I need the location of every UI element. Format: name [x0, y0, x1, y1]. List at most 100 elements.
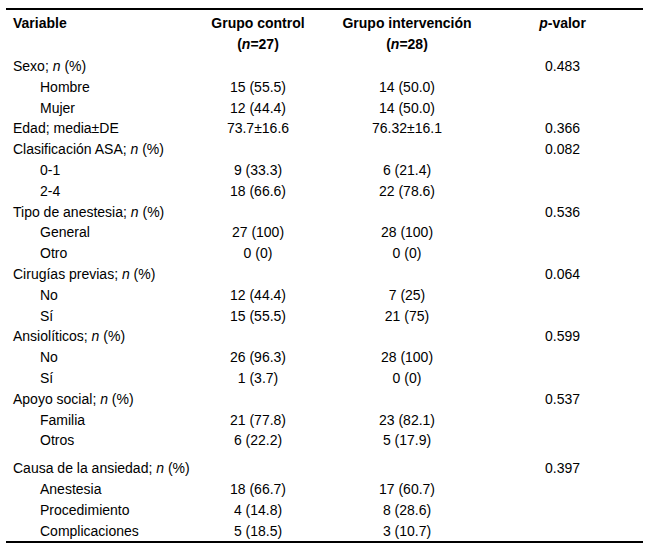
text: Ansiolíticos;: [13, 328, 92, 344]
text: Causa de la ansiedad;: [13, 460, 156, 476]
table-row: Edad; media±DE73.7±16.676.32±16.10.366: [6, 118, 643, 139]
control-cell: 5 (18.5): [184, 521, 332, 543]
intervention-cell: 28 (100): [332, 347, 482, 368]
paper-page: VariableGrupo control(n=27)Grupo interve…: [0, 0, 659, 543]
table-header: VariableGrupo control(n=27)Grupo interve…: [6, 9, 643, 56]
intervention-cell: [332, 264, 482, 285]
table-row: Clasificación ASA; n (%)0.082: [6, 139, 643, 160]
variable-cell: Apoyo social; n (%): [6, 389, 184, 410]
table-row: Anestesia18 (66.7)17 (60.7): [6, 479, 643, 500]
text: Otros: [40, 432, 74, 448]
intervention-cell: 0 (0): [332, 243, 482, 264]
text: Otro: [40, 245, 67, 261]
column-header-label: p-valor: [482, 13, 643, 34]
intervention-cell: 76.32±16.1: [332, 118, 482, 139]
header-row: VariableGrupo control(n=27)Grupo interve…: [6, 9, 643, 56]
control-cell: [184, 56, 332, 77]
text: Procedimiento: [40, 502, 130, 518]
pvalue-cell: [482, 410, 643, 431]
table-row: 2-418 (66.6)22 (78.6): [6, 181, 643, 202]
control-cell: 12 (44.4): [184, 98, 332, 119]
text: (%): [108, 391, 134, 407]
text: =27): [250, 36, 278, 52]
control-cell: [184, 139, 332, 160]
table-row: Sí1 (3.7)0 (0): [6, 368, 643, 389]
table-row: Tipo de anestesia; n (%)0.536: [6, 202, 643, 223]
control-cell: 0 (0): [184, 243, 332, 264]
pvalue-cell: 0.064: [482, 264, 643, 285]
variable-cell: Cirugías previas; n (%): [6, 264, 184, 285]
table-row: Hombre15 (55.5)14 (50.0): [6, 77, 643, 98]
pvalue-cell: [482, 243, 643, 264]
table-row: Ansiolíticos; n (%)0.599: [6, 326, 643, 347]
text: Cirugías previas;: [13, 266, 122, 282]
pvalue-cell: [482, 181, 643, 202]
intervention-cell: [332, 56, 482, 77]
text: Grupo intervención: [342, 15, 471, 31]
variable-subitem-cell: 2-4: [6, 181, 184, 202]
control-cell: [184, 389, 332, 410]
table-row: Familia21 (77.8)23 (82.1): [6, 410, 643, 431]
variable-subitem-cell: Sí: [6, 306, 184, 327]
intervention-cell: [332, 326, 482, 347]
column-header-n: (n=28): [332, 34, 482, 55]
pvalue-cell: [482, 500, 643, 521]
control-cell: 18 (66.6): [184, 181, 332, 202]
column-header-intervention: Grupo intervención (n=28): [332, 9, 482, 56]
text: Edad; media±DE: [13, 120, 119, 136]
control-cell: 9 (33.3): [184, 160, 332, 181]
text: =28): [399, 36, 427, 52]
intervention-cell: [332, 202, 482, 223]
variable-subitem-cell: No: [6, 285, 184, 306]
italic-text: n: [53, 58, 61, 74]
text: (%): [138, 141, 164, 157]
italic-text: n: [100, 391, 108, 407]
variable-subitem-cell: Complicaciones: [6, 521, 184, 543]
variable-subitem-cell: Otros: [6, 430, 184, 451]
variable-subitem-cell: Familia: [6, 410, 184, 431]
text: Hombre: [40, 79, 90, 95]
control-cell: 18 (66.7): [184, 479, 332, 500]
intervention-cell: 14 (50.0): [332, 77, 482, 98]
variable-cell: Clasificación ASA; n (%): [6, 139, 184, 160]
text: No: [40, 287, 58, 303]
text: 0-1: [40, 162, 60, 178]
control-cell: [184, 326, 332, 347]
intervention-cell: 17 (60.7): [332, 479, 482, 500]
variable-subitem-cell: Otro: [6, 243, 184, 264]
variable-subitem-cell: Mujer: [6, 98, 184, 119]
intervention-cell: 3 (10.7): [332, 521, 482, 543]
control-cell: 21 (77.8): [184, 410, 332, 431]
variable-cell: Sexo; n (%): [6, 56, 184, 77]
pvalue-cell: 0.397: [482, 451, 643, 479]
text: Apoyo social;: [13, 391, 100, 407]
text: Mujer: [40, 100, 75, 116]
text: Sí: [40, 370, 53, 386]
variable-cell: Ansiolíticos; n (%): [6, 326, 184, 347]
baseline-characteristics-table: VariableGrupo control(n=27)Grupo interve…: [6, 8, 643, 543]
pvalue-cell: [482, 98, 643, 119]
pvalue-cell: [482, 222, 643, 243]
pvalue-cell: [482, 521, 643, 543]
control-cell: 73.7±16.6: [184, 118, 332, 139]
text: Tipo de anestesia;: [13, 204, 131, 220]
variable-subitem-cell: Sí: [6, 368, 184, 389]
table-row: 0-1 9 (33.3)6 (21.4): [6, 160, 643, 181]
pvalue-cell: [482, 160, 643, 181]
italic-text: p: [539, 15, 548, 31]
table-row: Sí15 (55.5)21 (75): [6, 306, 643, 327]
pvalue-cell: 0.536: [482, 202, 643, 223]
table-body: Sexo; n (%)0.483Hombre15 (55.5)14 (50.0)…: [6, 56, 643, 542]
table-row: Causa de la ansiedad; n (%)0.397: [6, 451, 643, 479]
intervention-cell: 6 (21.4): [332, 160, 482, 181]
text: Variable: [13, 15, 67, 31]
table-row: Mujer12 (44.4)14 (50.0): [6, 98, 643, 119]
intervention-cell: 0 (0): [332, 368, 482, 389]
text: Complicaciones: [40, 523, 139, 539]
control-cell: 27 (100): [184, 222, 332, 243]
control-cell: [184, 264, 332, 285]
italic-text: n: [156, 460, 164, 476]
intervention-cell: 23 (82.1): [332, 410, 482, 431]
table-row: Apoyo social; n (%)0.537: [6, 389, 643, 410]
text: Grupo control: [211, 15, 304, 31]
